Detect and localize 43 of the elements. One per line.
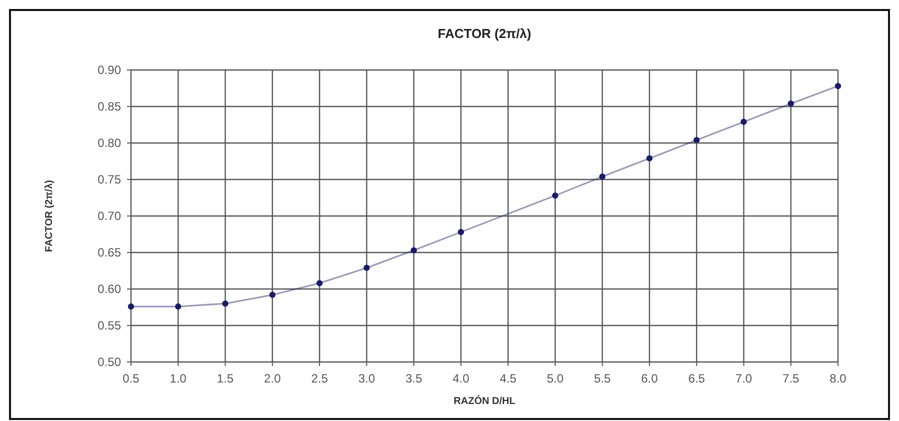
x-tick-label: 6.0 [641,372,658,386]
point [740,118,747,125]
y-tick-label: 0.60 [98,282,122,296]
x-tick-label: 1.5 [216,372,234,386]
x-tick-label: 0.5 [122,372,140,386]
y-tick-label: 0.70 [98,208,122,223]
point [694,136,700,144]
y-axis-title: FACTOR (2π/λ) [44,180,55,252]
x-tick-label: 5.5 [594,372,611,386]
point [128,303,134,310]
point [834,82,842,90]
x-tick-label: 7.0 [735,372,752,386]
x-tick-label: 2.5 [311,372,328,386]
chart-title: FACTOR (2π/λ) [438,26,532,41]
point [458,228,464,236]
point [175,303,182,310]
point [222,300,228,307]
x-axis-title: RAZÓN D/HL [454,395,516,407]
y-tick-label: 0.80 [98,136,122,150]
point [410,247,417,254]
point [552,192,558,199]
x-tick-label: 2.0 [264,372,282,386]
y-tick-label: 0.75 [98,172,122,186]
x-tick-label: 8.0 [830,372,847,386]
x-tick-label: 4.0 [452,372,470,386]
y-tick-label: 0.90 [98,62,122,77]
x-tick-label: 6.5 [688,372,706,386]
x-tick-label: 4.5 [500,372,517,386]
y-tick-label: 0.55 [98,318,122,332]
y-tick-label: 0.50 [98,354,122,369]
point [599,173,606,180]
y-tick-label: 0.85 [98,99,122,114]
y-tick-label: 0.65 [98,245,122,260]
x-tick-label: 1.0 [170,372,187,386]
x-tick-label: 5.0 [546,372,564,386]
x-tick-label: 7.5 [782,372,800,386]
point [316,280,323,286]
point [788,100,794,107]
point [646,155,653,162]
x-tick-label: 3.0 [358,372,376,386]
point [364,264,370,271]
x-tick-label: 3.5 [405,372,422,386]
point [269,292,276,298]
